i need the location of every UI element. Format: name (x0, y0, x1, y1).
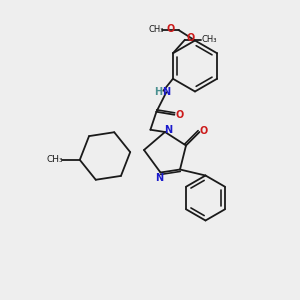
Text: CH₃: CH₃ (201, 35, 217, 44)
Text: CH₃: CH₃ (47, 155, 64, 164)
Text: CH₃: CH₃ (148, 26, 164, 34)
Text: N: N (155, 173, 163, 183)
Text: O: O (176, 110, 184, 120)
Text: N: N (162, 87, 170, 97)
Text: N: N (164, 124, 173, 135)
Text: H: H (154, 87, 162, 97)
Text: O: O (200, 125, 208, 136)
Text: O: O (167, 23, 175, 34)
Text: O: O (186, 33, 195, 43)
